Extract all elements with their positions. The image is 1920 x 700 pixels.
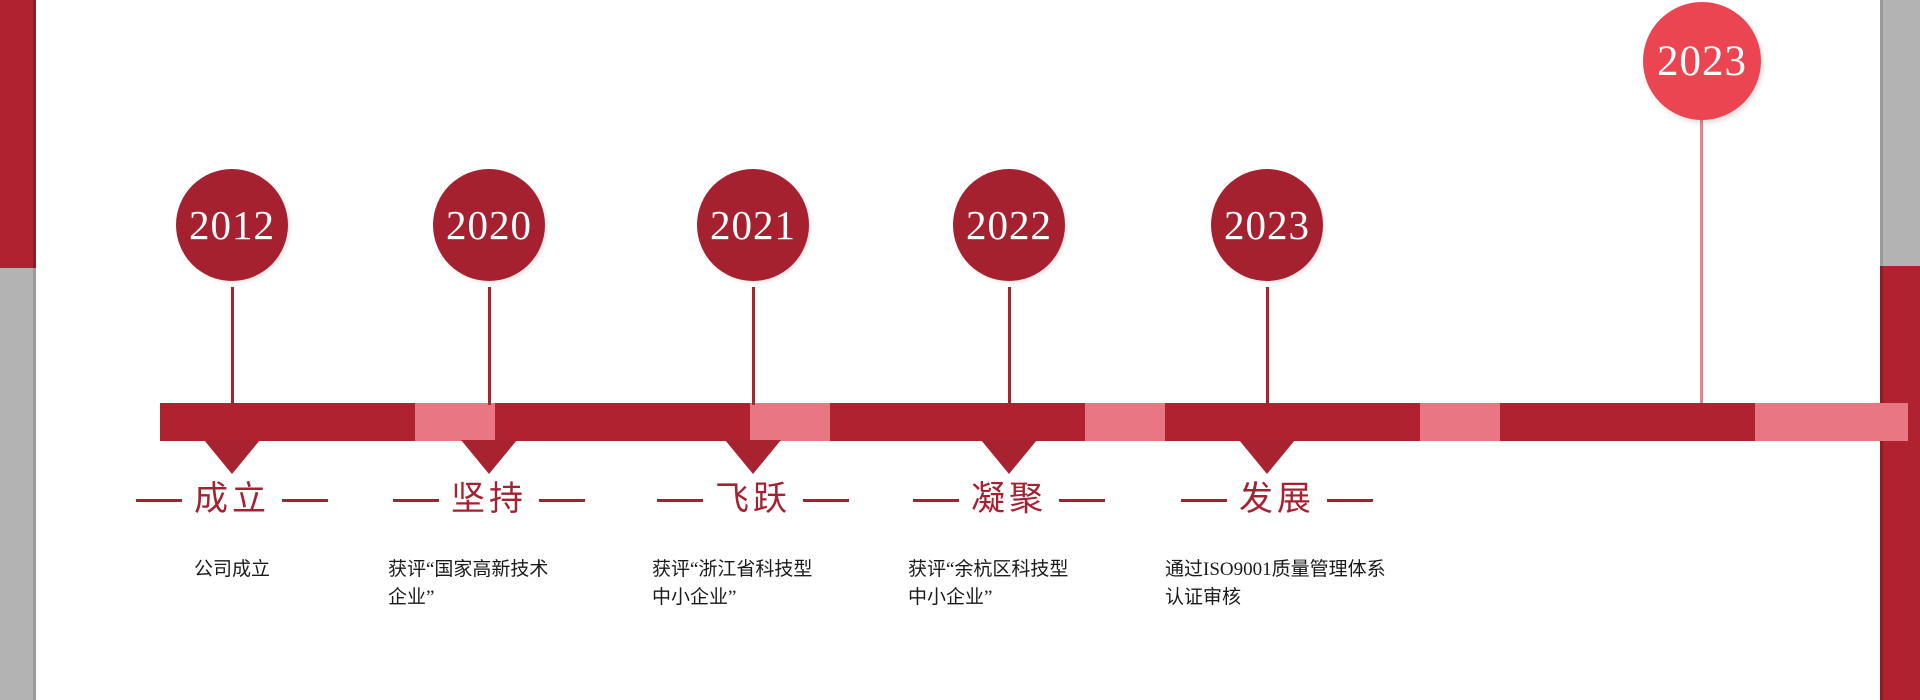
milestone-description: 获评“国家高新技术 企业” — [388, 559, 549, 608]
milestone-entry-5: 发展 通过ISO9001质量管理体系 认证审核 — [1127, 478, 1427, 611]
timeline-bar — [160, 403, 1908, 441]
timeline-segment-dark-3 — [830, 403, 1085, 441]
milestone-stem-5 — [1266, 287, 1269, 405]
title-dash-right-icon — [1327, 498, 1373, 502]
milestone-bubble-2021[interactable]: 2021 — [697, 169, 809, 281]
milestone-description: 通过ISO9001质量管理体系 认证审核 — [1165, 559, 1386, 608]
milestone-notch-4 — [981, 440, 1037, 474]
milestone-bubble-2022[interactable]: 2022 — [953, 169, 1065, 281]
milestone-title-row-3: 飞跃 — [613, 478, 893, 522]
milestone-entry-1: 成立 公司成立 — [92, 478, 372, 584]
title-dash-left-icon — [657, 498, 703, 502]
highlight-stem — [1700, 118, 1703, 408]
milestone-title: 成立 — [194, 481, 270, 518]
milestone-bubble-2020[interactable]: 2020 — [433, 169, 545, 281]
milestone-notch-5 — [1239, 440, 1295, 474]
milestone-entry-3: 飞跃 获评“浙江省科技型 中小企业” — [613, 478, 893, 611]
timeline-segment-light-4 — [1420, 403, 1500, 441]
timeline-segment-dark-5 — [1500, 403, 1755, 441]
right-edge-gray-band — [1883, 0, 1920, 266]
highlight-year-bubble[interactable]: 2023 — [1643, 2, 1761, 120]
left-edge-gray-band — [0, 268, 33, 700]
left-edge-red-rule — [33, 0, 36, 268]
milestone-notch-1 — [204, 440, 260, 474]
title-dash-left-icon — [1181, 498, 1227, 502]
milestone-entry-2: 坚持 获评“国家高新技术 企业” — [349, 478, 629, 611]
milestone-title: 坚持 — [451, 481, 527, 518]
milestone-notch-2 — [461, 440, 517, 474]
right-edge-gray-rule — [1880, 0, 1883, 266]
title-dash-right-icon — [539, 498, 585, 502]
milestone-stem-1 — [231, 287, 234, 405]
milestone-year-label: 2012 — [189, 202, 275, 248]
right-edge-red-rule — [1880, 266, 1883, 700]
timeline-segment-light-3 — [1085, 403, 1165, 441]
left-edge-red-band — [0, 0, 33, 268]
timeline-segment-dark-1 — [160, 403, 415, 441]
milestone-description: 公司成立 — [193, 559, 270, 580]
milestone-description: 获评“余杭区科技型 中小企业” — [908, 559, 1069, 608]
title-dash-left-icon — [393, 498, 439, 502]
milestone-description: 获评“浙江省科技型 中小企业” — [652, 559, 813, 608]
title-dash-right-icon — [803, 498, 849, 502]
milestone-bubble-2012[interactable]: 2012 — [176, 169, 288, 281]
timeline-segment-light-2 — [750, 403, 830, 441]
timeline-segment-dark-4 — [1165, 403, 1420, 441]
milestone-title: 发展 — [1239, 481, 1315, 518]
milestone-title-row-5: 发展 — [1127, 478, 1427, 522]
milestone-notch-3 — [725, 440, 781, 474]
timeline-segment-dark-2 — [495, 403, 750, 441]
milestone-title: 飞跃 — [715, 481, 791, 518]
timeline-segment-light-1 — [415, 403, 495, 441]
title-dash-left-icon — [913, 498, 959, 502]
milestone-stem-4 — [1008, 287, 1011, 405]
milestone-bubble-2023[interactable]: 2023 — [1211, 169, 1323, 281]
highlight-year-label: 2023 — [1657, 37, 1747, 85]
milestone-year-label: 2020 — [446, 202, 532, 248]
milestone-title-row-2: 坚持 — [349, 478, 629, 522]
left-edge-gray-rule — [33, 268, 36, 700]
milestone-title-row-4: 凝聚 — [869, 478, 1149, 522]
milestone-title-row-1: 成立 — [92, 478, 372, 522]
milestone-entry-4: 凝聚 获评“余杭区科技型 中小企业” — [869, 478, 1149, 611]
title-dash-right-icon — [1059, 498, 1105, 502]
milestone-stem-2 — [488, 287, 491, 405]
timeline-segment-light-5 — [1755, 403, 1908, 441]
right-edge-red-band — [1883, 266, 1920, 700]
title-dash-right-icon — [282, 498, 328, 502]
milestone-year-label: 2021 — [710, 202, 796, 248]
milestone-year-label: 2023 — [1224, 202, 1310, 248]
milestone-stem-3 — [752, 287, 755, 405]
milestone-year-label: 2022 — [966, 202, 1052, 248]
milestone-title: 凝聚 — [971, 481, 1047, 518]
title-dash-left-icon — [136, 498, 182, 502]
